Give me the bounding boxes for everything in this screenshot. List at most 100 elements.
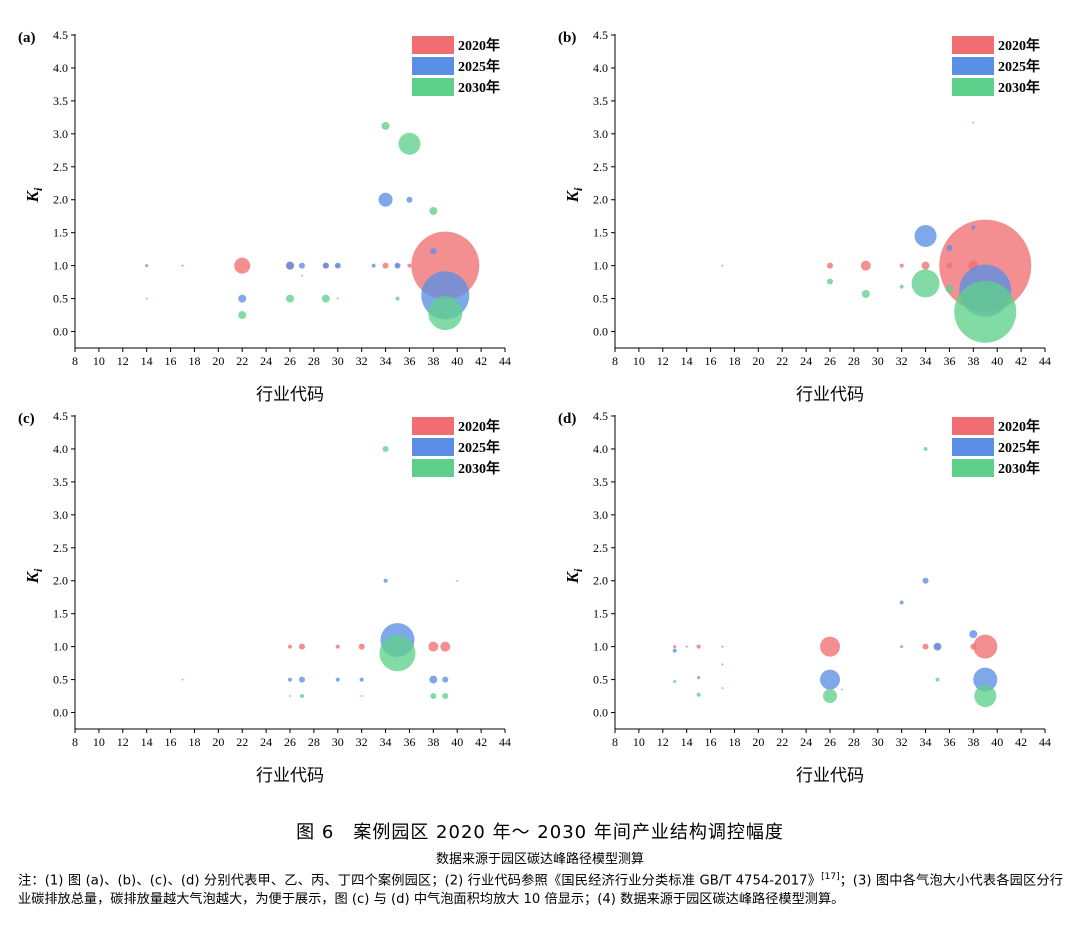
y-tick-label: 1.0 xyxy=(53,640,68,654)
x-tick-label: 34 xyxy=(920,735,932,749)
bubble-2025 xyxy=(335,677,340,682)
x-tick-label: 14 xyxy=(681,354,693,368)
bubble-2030 xyxy=(300,274,303,277)
bubble-2025 xyxy=(359,677,364,682)
x-tick-label: 28 xyxy=(308,354,320,368)
bubble-2030 xyxy=(429,206,438,215)
x-tick-label: 10 xyxy=(633,354,645,368)
bubble-2030 xyxy=(456,579,459,582)
x-tick-label: 8 xyxy=(612,735,618,749)
legend-label-2025: 2025年 xyxy=(998,58,1040,75)
y-tick-label: 4.5 xyxy=(593,28,608,42)
y-tick-label: 4.0 xyxy=(593,61,608,75)
bubble-2020 xyxy=(900,645,904,649)
panel-label: (b) xyxy=(558,30,576,46)
x-tick-label: 44 xyxy=(1039,354,1051,368)
bubble-2030 xyxy=(823,689,837,704)
bubble-2030 xyxy=(923,446,928,451)
y-axis-label: Ki xyxy=(563,568,585,584)
x-tick-label: 42 xyxy=(1015,735,1027,749)
bubble-2025 xyxy=(378,192,393,207)
y-tick-label: 4.0 xyxy=(53,61,68,75)
y-tick-label: 3.5 xyxy=(53,94,68,108)
bubble-2030 xyxy=(974,685,997,708)
y-tick-label: 4.5 xyxy=(53,409,68,423)
y-tick-label: 3.5 xyxy=(53,475,68,489)
bubble-2025 xyxy=(298,262,305,269)
y-tick-label: 1.0 xyxy=(53,259,68,273)
bubble-2025 xyxy=(430,248,437,255)
bubble-2030 xyxy=(382,445,389,452)
x-tick-label: 44 xyxy=(499,354,511,368)
figure-note-text-continued: ；(3) 图中各气泡大小代表各园区分行业碳排放总量，碳排放量越大气泡越大，为便于… xyxy=(18,873,1063,908)
bubble-2030 xyxy=(954,280,1017,343)
bubble-2025 xyxy=(298,676,305,683)
legend-label-2025: 2025年 xyxy=(458,58,500,75)
y-tick-label: 2.0 xyxy=(593,574,608,588)
bubble-2020 xyxy=(685,645,688,648)
bubble-2030 xyxy=(945,284,954,293)
bubble-2030 xyxy=(145,297,148,300)
x-tick-label: 18 xyxy=(188,354,200,368)
y-tick-label: 1.0 xyxy=(593,640,608,654)
bubble-2030 xyxy=(379,635,416,672)
legend-label-2025: 2025年 xyxy=(458,439,500,456)
x-tick-label: 18 xyxy=(188,735,200,749)
x-tick-label: 38 xyxy=(427,735,439,749)
bubble-2020 xyxy=(973,634,998,659)
chart-panel-c: (c) 0.0 0.5 1.0 1.5 2.0 2.5 3.0 3.5 4.0 4.5 8 10 12 14… xyxy=(18,409,511,786)
x-tick-label: 12 xyxy=(657,735,669,749)
legend-label-2020: 2020年 xyxy=(458,418,500,435)
x-tick-label: 20 xyxy=(752,735,764,749)
figure-note-text: 注：(1) 图 (a)、(b)、(c)、(d) 分别代表甲、乙、丙、丁四个案例园… xyxy=(18,873,822,889)
x-tick-label: 44 xyxy=(499,735,511,749)
y-tick-label: 4.5 xyxy=(593,409,608,423)
bubble-2025 xyxy=(238,294,247,303)
x-tick-label: 30 xyxy=(332,354,344,368)
y-tick-label: 0.5 xyxy=(53,673,68,687)
bubble-2030 xyxy=(911,269,940,298)
bubble-2025 xyxy=(288,677,292,682)
bubble-2030 xyxy=(299,694,304,699)
legend-label-2020: 2020年 xyxy=(998,418,1040,435)
bubble-2025 xyxy=(334,262,341,269)
x-tick-label: 24 xyxy=(260,354,272,368)
bubble-2025 xyxy=(322,262,329,269)
bubble-2025 xyxy=(383,578,388,583)
legend-label-2025: 2025年 xyxy=(998,439,1040,456)
x-tick-label: 42 xyxy=(475,735,487,749)
y-tick-label: 2.5 xyxy=(593,160,608,174)
y-tick-label: 0.5 xyxy=(53,292,68,306)
bubble-2030 xyxy=(696,692,701,697)
bubble-2030 xyxy=(442,693,449,700)
x-tick-label: 26 xyxy=(824,354,836,368)
y-tick-label: 4.0 xyxy=(593,442,608,456)
y-tick-label: 2.0 xyxy=(53,193,68,207)
bubble-2020 xyxy=(827,262,833,269)
x-tick-label: 8 xyxy=(72,735,78,749)
x-tick-label: 30 xyxy=(872,735,884,749)
legend-swatch-2025 xyxy=(952,57,994,75)
bubble-2025 xyxy=(429,675,438,684)
x-tick-label: 24 xyxy=(800,354,812,368)
x-tick-label: 24 xyxy=(260,735,272,749)
legend-swatch-2020 xyxy=(952,36,994,54)
legend-label-2030: 2030年 xyxy=(458,460,500,477)
legend-swatch-2030 xyxy=(952,459,994,477)
bubble-2025 xyxy=(969,630,978,639)
figure-subtitle: 数据来源于园区碳达峰路径模型测算 xyxy=(435,852,644,867)
legend-swatch-2030 xyxy=(952,78,994,96)
panel-label: (a) xyxy=(18,30,36,46)
bubble-2020 xyxy=(922,643,929,650)
bubble-2020 xyxy=(428,641,439,652)
bubble-2030 xyxy=(395,296,400,301)
bubble-2025 xyxy=(442,676,449,683)
x-tick-label: 12 xyxy=(657,354,669,368)
x-tick-label: 10 xyxy=(93,735,105,749)
bubble-2020 xyxy=(298,643,305,650)
bubble-2020 xyxy=(673,645,677,649)
bubble-2025 xyxy=(899,600,904,605)
x-tick-label: 14 xyxy=(681,735,693,749)
x-axis-label: 行业代码 xyxy=(796,385,864,405)
bubble-2020 xyxy=(820,636,840,657)
